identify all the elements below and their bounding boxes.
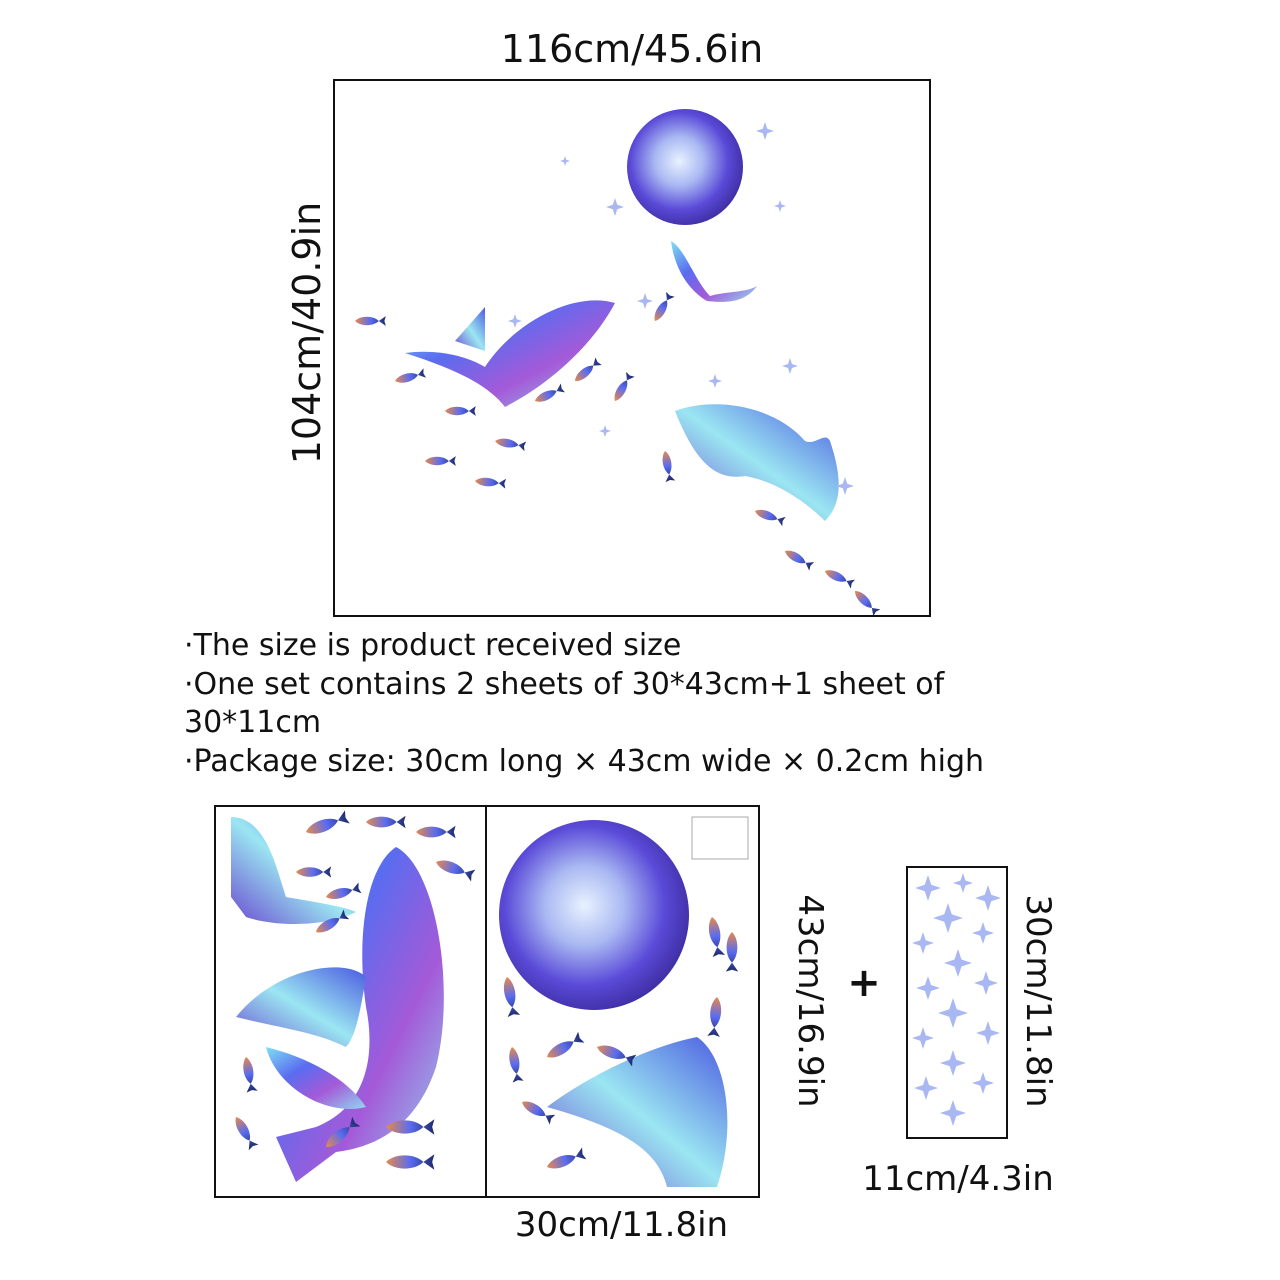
sheet-width-label: 30cm/11.8in xyxy=(514,1205,729,1245)
large-whale-sticker xyxy=(405,300,615,407)
width-dimension-label: 116cm/45.6in xyxy=(500,27,764,71)
star-sheet-height-label: 30cm/11.8in xyxy=(1018,894,1058,1108)
note-line-1: ·The size is product received size xyxy=(184,628,682,663)
wall-scene-illustration xyxy=(355,109,881,615)
product-notes: ·The size is product received size ·One … xyxy=(184,627,1084,781)
star-sticker-sheet xyxy=(906,866,1008,1139)
sheet-2-illustration xyxy=(499,816,749,1187)
note-line-4: ·Package size: 30cm long × 43cm wide × 0… xyxy=(184,743,984,779)
sticker-sheet-1 xyxy=(214,805,487,1198)
sticker-sheet-2 xyxy=(485,805,760,1198)
orca-sticker xyxy=(675,404,839,521)
plus-sign: + xyxy=(847,960,881,1006)
sheet-height-label: 43cm/16.9in xyxy=(790,894,830,1108)
wall-scene-frame xyxy=(333,79,931,617)
star-sheet-illustration xyxy=(912,873,1001,1126)
moon-sticker xyxy=(627,109,743,225)
height-dimension-label: 104cm/40.9in xyxy=(285,201,329,465)
small-whale-sticker xyxy=(671,241,757,302)
note-line-3: 30*11cm xyxy=(184,705,322,740)
note-line-2: ·One set contains 2 sheets of 30*43cm+1 … xyxy=(184,666,945,702)
sheet-1-illustration xyxy=(231,810,476,1182)
star-sheet-width-label: 11cm/4.3in xyxy=(862,1159,1054,1199)
